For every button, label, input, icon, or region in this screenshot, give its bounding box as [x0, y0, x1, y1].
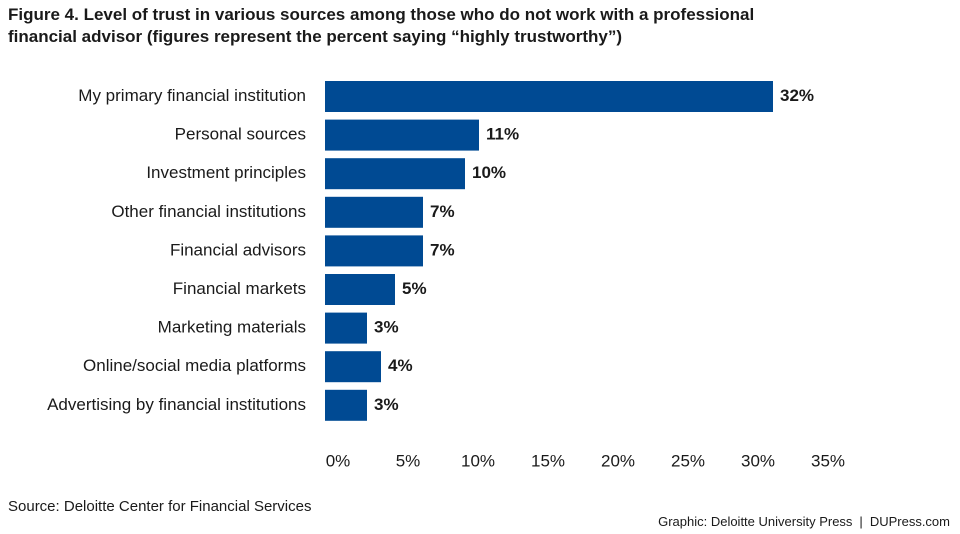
- bar: [325, 158, 465, 190]
- bar: [325, 389, 367, 421]
- bar: [325, 351, 381, 383]
- x-tick-label: 10%: [461, 451, 495, 470]
- category-label: Financial markets: [173, 279, 306, 298]
- bar: [325, 119, 479, 151]
- value-label: 3%: [374, 395, 399, 414]
- source-note: Source: Deloitte Center for Financial Se…: [8, 498, 312, 515]
- value-label: 3%: [374, 318, 399, 337]
- x-tick-label: 20%: [601, 451, 635, 470]
- category-label: My primary financial institution: [78, 86, 306, 105]
- category-label: Personal sources: [175, 125, 306, 144]
- x-tick-label: 25%: [671, 451, 705, 470]
- value-label: 32%: [780, 86, 814, 105]
- credit-website: DUPress.com: [869, 514, 950, 529]
- category-label: Advertising by financial institutions: [47, 395, 306, 414]
- x-tick-label: 0%: [326, 451, 351, 470]
- category-label: Investment principles: [146, 163, 306, 182]
- x-tick-label: 35%: [811, 451, 845, 470]
- bar: [325, 81, 773, 112]
- x-tick-label: 30%: [741, 451, 775, 470]
- credit-line: Graphic: Deloitte University Press | DUPre…: [658, 514, 950, 529]
- category-label: Financial advisors: [170, 240, 306, 259]
- category-label: Other financial institutions: [111, 202, 306, 221]
- value-label: 10%: [472, 163, 506, 182]
- category-label: Online/social media platforms: [83, 356, 306, 375]
- chart-title: Figure 4. Level of trust in various sour…: [8, 4, 908, 48]
- bar: [325, 235, 423, 267]
- chart-title-line-2: financial advisor (figures represent the…: [8, 27, 623, 46]
- value-label: 11%: [486, 125, 519, 144]
- value-label: 5%: [402, 279, 427, 298]
- bar: [325, 312, 367, 344]
- bar: [325, 196, 423, 228]
- value-label: 4%: [388, 356, 413, 375]
- chart-title-line-1: Figure 4. Level of trust in various sour…: [8, 5, 755, 24]
- x-tick-label: 15%: [531, 451, 565, 470]
- credit-publisher: Graphic: Deloitte University Press: [658, 514, 853, 529]
- x-tick-label: 5%: [396, 451, 421, 470]
- credit-separator: |: [859, 514, 863, 529]
- category-label: Marketing materials: [158, 318, 306, 337]
- bar: [325, 274, 395, 305]
- value-label: 7%: [430, 202, 455, 221]
- value-label: 7%: [430, 240, 455, 259]
